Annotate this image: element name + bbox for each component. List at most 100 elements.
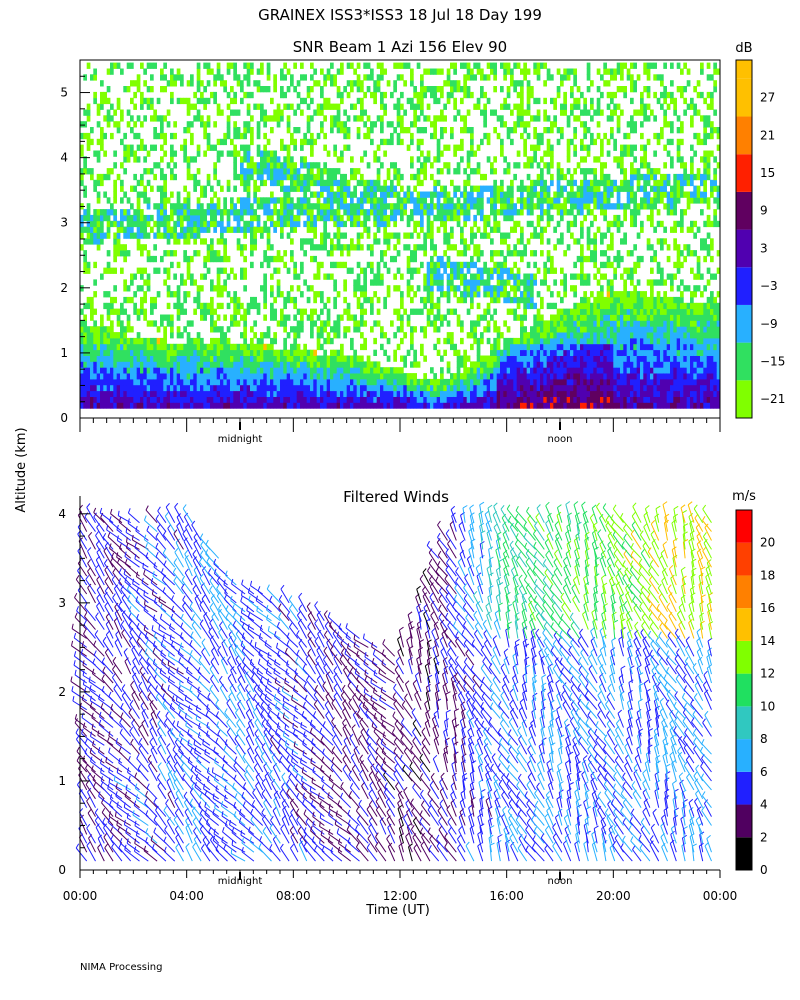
snr-cell <box>303 367 307 374</box>
snr-cell <box>396 132 401 140</box>
snr-cell <box>176 402 181 409</box>
snr-cell <box>536 361 541 368</box>
snr-cell <box>460 291 464 298</box>
snr-cell <box>523 144 527 151</box>
snr-cell <box>336 244 341 251</box>
snr-cell <box>176 396 181 403</box>
snr-cell <box>403 203 407 210</box>
snr-cell <box>106 402 111 409</box>
snr-cell <box>216 378 221 386</box>
snr-cell <box>420 179 424 187</box>
snr-cell <box>240 314 244 321</box>
snr-cell <box>210 285 214 292</box>
snr-cell <box>116 121 121 128</box>
snr-cell <box>143 68 147 75</box>
snr-cell <box>483 279 487 286</box>
snr-cell <box>540 326 544 333</box>
snr-cell <box>266 349 271 356</box>
snr-cell <box>250 226 254 233</box>
snr-cell <box>483 103 487 110</box>
snr-cell <box>343 384 347 392</box>
snr-cell <box>546 396 551 403</box>
snr-cell <box>206 62 211 69</box>
snr-cell <box>136 144 141 151</box>
snr-cell <box>436 302 441 310</box>
snr-cell <box>310 209 314 216</box>
snr-cell <box>470 291 474 298</box>
snr-cell <box>390 209 394 216</box>
snr-cell <box>210 144 214 151</box>
snr-cell <box>326 314 331 321</box>
snr-cell <box>306 296 311 304</box>
snr-cell <box>490 185 494 192</box>
snr-cell <box>360 291 364 298</box>
snr-cell <box>80 384 84 392</box>
snr-cell <box>570 138 574 146</box>
snr-cell <box>150 343 154 351</box>
snr-cell <box>363 308 367 315</box>
snr-cell <box>463 197 467 204</box>
snr-cell <box>360 343 364 351</box>
snr-cell <box>433 343 437 351</box>
snr-cell <box>300 109 304 116</box>
snr-cell <box>193 378 197 386</box>
snr-cell <box>123 209 127 216</box>
snr-cell <box>583 255 587 263</box>
snr-cell <box>130 232 134 239</box>
snr-cell <box>513 378 517 386</box>
snr-cell <box>340 361 344 368</box>
snr-cell <box>456 168 461 175</box>
snr-cell <box>216 355 221 362</box>
snr-cell <box>136 232 141 239</box>
snr-cell <box>566 308 571 315</box>
snr-cell <box>553 384 557 392</box>
snr-cell <box>403 191 407 198</box>
snr-cell <box>563 91 567 99</box>
snr-cell <box>316 214 321 222</box>
snr-cell <box>136 156 141 163</box>
snr-cell <box>530 367 534 374</box>
snr-cell <box>230 373 234 380</box>
snr-cell <box>103 191 107 198</box>
snr-cell <box>356 97 361 105</box>
snr-cell <box>570 173 574 181</box>
snr-cell <box>546 255 551 263</box>
snr-cell <box>280 168 284 175</box>
snr-cell <box>246 150 251 157</box>
snr-cell <box>353 214 357 222</box>
snr-cell <box>556 291 561 298</box>
snr-cell <box>410 343 414 351</box>
snr-cell <box>350 86 354 93</box>
snr-cell <box>196 168 201 175</box>
snr-cell <box>436 308 441 315</box>
snr-cell <box>100 97 104 105</box>
snr-cell <box>126 361 131 368</box>
snr-cell <box>473 103 477 110</box>
snr-cell <box>570 378 574 386</box>
snr-cell <box>583 156 587 163</box>
snr-cell <box>476 390 481 397</box>
snr-cell <box>213 390 217 397</box>
snr-cell <box>380 279 384 286</box>
snr-cell <box>110 62 114 69</box>
snr-cell <box>423 162 427 169</box>
snr-cell <box>580 373 584 380</box>
snr-cell <box>170 326 174 333</box>
snr-cell <box>590 132 594 140</box>
snr-cell <box>493 320 497 327</box>
snr-cell <box>200 314 204 321</box>
snr-cell <box>306 185 311 192</box>
snr-cell <box>300 291 304 298</box>
snr-cell <box>196 109 201 116</box>
snr-cell <box>170 74 174 81</box>
snr-cell <box>546 115 551 122</box>
snr-cell <box>106 197 111 204</box>
snr-cell <box>420 378 424 386</box>
snr-cell <box>136 197 141 204</box>
snr-cell <box>226 179 231 187</box>
snr-cell <box>106 302 111 310</box>
snr-cell <box>446 396 451 403</box>
snr-cell <box>173 150 177 157</box>
snr-cell <box>423 86 427 93</box>
snr-cell <box>153 255 157 263</box>
